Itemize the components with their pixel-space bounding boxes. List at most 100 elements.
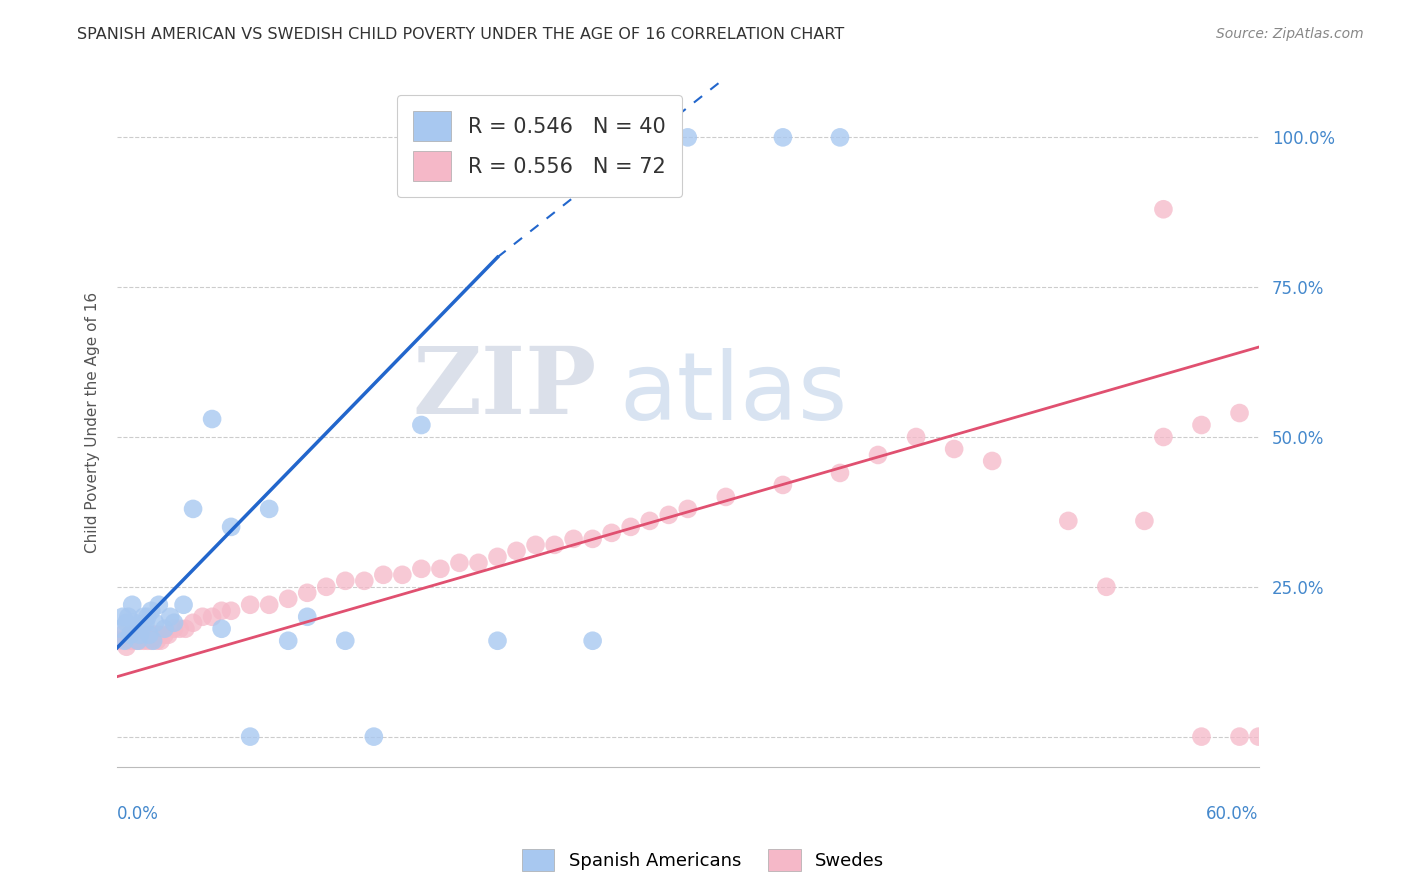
Point (181, 502, 204, 516)
Point (163, 622, 186, 636)
Point (1152, 202, 1174, 217)
Point (600, 525, 623, 540)
Point (638, 514, 661, 528)
Point (136, 633, 159, 648)
Point (110, 622, 132, 636)
Point (142, 628, 165, 642)
Point (772, 130, 794, 145)
Point (524, 538, 547, 552)
Point (121, 598, 143, 612)
Point (191, 609, 214, 624)
Point (714, 490, 737, 504)
Point (429, 562, 451, 576)
Point (905, 430, 928, 444)
Point (486, 633, 509, 648)
Point (505, 544, 527, 558)
Point (1229, 406, 1251, 420)
Point (943, 442, 966, 456)
Point (562, 532, 585, 546)
Legend: Spanish Americans, Swedes: Spanish Americans, Swedes (515, 842, 891, 879)
Text: Source: ZipAtlas.com: Source: ZipAtlas.com (1216, 27, 1364, 41)
Point (148, 628, 170, 642)
Point (335, 574, 357, 588)
Point (115, 615, 138, 630)
Point (582, 633, 605, 648)
Point (174, 622, 197, 636)
Point (353, 574, 375, 588)
Point (134, 628, 156, 642)
Point (127, 633, 149, 648)
Point (169, 622, 191, 636)
Point (449, 556, 471, 570)
Point (131, 628, 153, 642)
Point (115, 640, 138, 654)
Point (111, 628, 134, 642)
Point (163, 615, 186, 630)
Point (117, 633, 139, 648)
Point (1095, 580, 1118, 594)
Point (128, 633, 150, 648)
Point (136, 609, 159, 624)
Point (411, 417, 433, 432)
Text: ZIP: ZIP (412, 343, 596, 433)
Point (149, 633, 172, 648)
Point (142, 633, 165, 648)
Point (138, 628, 160, 642)
Text: 60.0%: 60.0% (1206, 805, 1258, 823)
Point (543, 538, 565, 552)
Point (122, 628, 145, 642)
Point (658, 508, 681, 522)
Point (125, 633, 148, 648)
Point (219, 520, 242, 534)
Point (201, 609, 224, 624)
Point (828, 466, 851, 480)
Point (239, 598, 262, 612)
Point (117, 609, 139, 624)
Text: atlas: atlas (619, 349, 848, 441)
Point (1191, 730, 1213, 744)
Point (153, 622, 176, 636)
Point (1152, 430, 1174, 444)
Point (134, 615, 156, 630)
Point (486, 549, 509, 564)
Point (335, 633, 357, 648)
Point (257, 598, 280, 612)
Point (315, 580, 337, 594)
Point (143, 615, 166, 630)
Point (125, 622, 148, 636)
Point (1191, 417, 1213, 432)
Point (132, 633, 155, 648)
Point (1133, 514, 1156, 528)
Point (121, 633, 143, 648)
Point (676, 502, 699, 516)
Point (128, 628, 150, 642)
Point (127, 628, 149, 642)
Point (467, 556, 489, 570)
Point (159, 609, 181, 624)
Point (391, 567, 413, 582)
Point (582, 532, 605, 546)
Point (257, 502, 280, 516)
Point (146, 633, 169, 648)
Point (143, 628, 166, 642)
Point (122, 615, 145, 630)
Point (363, 730, 385, 744)
Point (620, 520, 643, 534)
Point (173, 598, 195, 612)
Point (1057, 514, 1080, 528)
Point (277, 633, 299, 648)
Point (132, 609, 155, 624)
Point (141, 604, 163, 618)
Point (297, 586, 319, 600)
Point (201, 412, 224, 426)
Text: 0.0%: 0.0% (117, 805, 159, 823)
Legend: R = 0.546   N = 40, R = 0.556   N = 72: R = 0.546 N = 40, R = 0.556 N = 72 (396, 95, 682, 197)
Point (239, 730, 262, 744)
Point (120, 628, 142, 642)
Point (153, 628, 176, 642)
Point (131, 622, 153, 636)
Text: SPANISH AMERICAN VS SWEDISH CHILD POVERTY UNDER THE AGE OF 16 CORRELATION CHART: SPANISH AMERICAN VS SWEDISH CHILD POVERT… (77, 27, 845, 42)
Y-axis label: Child Poverty Under the Age of 16: Child Poverty Under the Age of 16 (86, 292, 100, 552)
Point (1229, 730, 1251, 744)
Point (297, 609, 319, 624)
